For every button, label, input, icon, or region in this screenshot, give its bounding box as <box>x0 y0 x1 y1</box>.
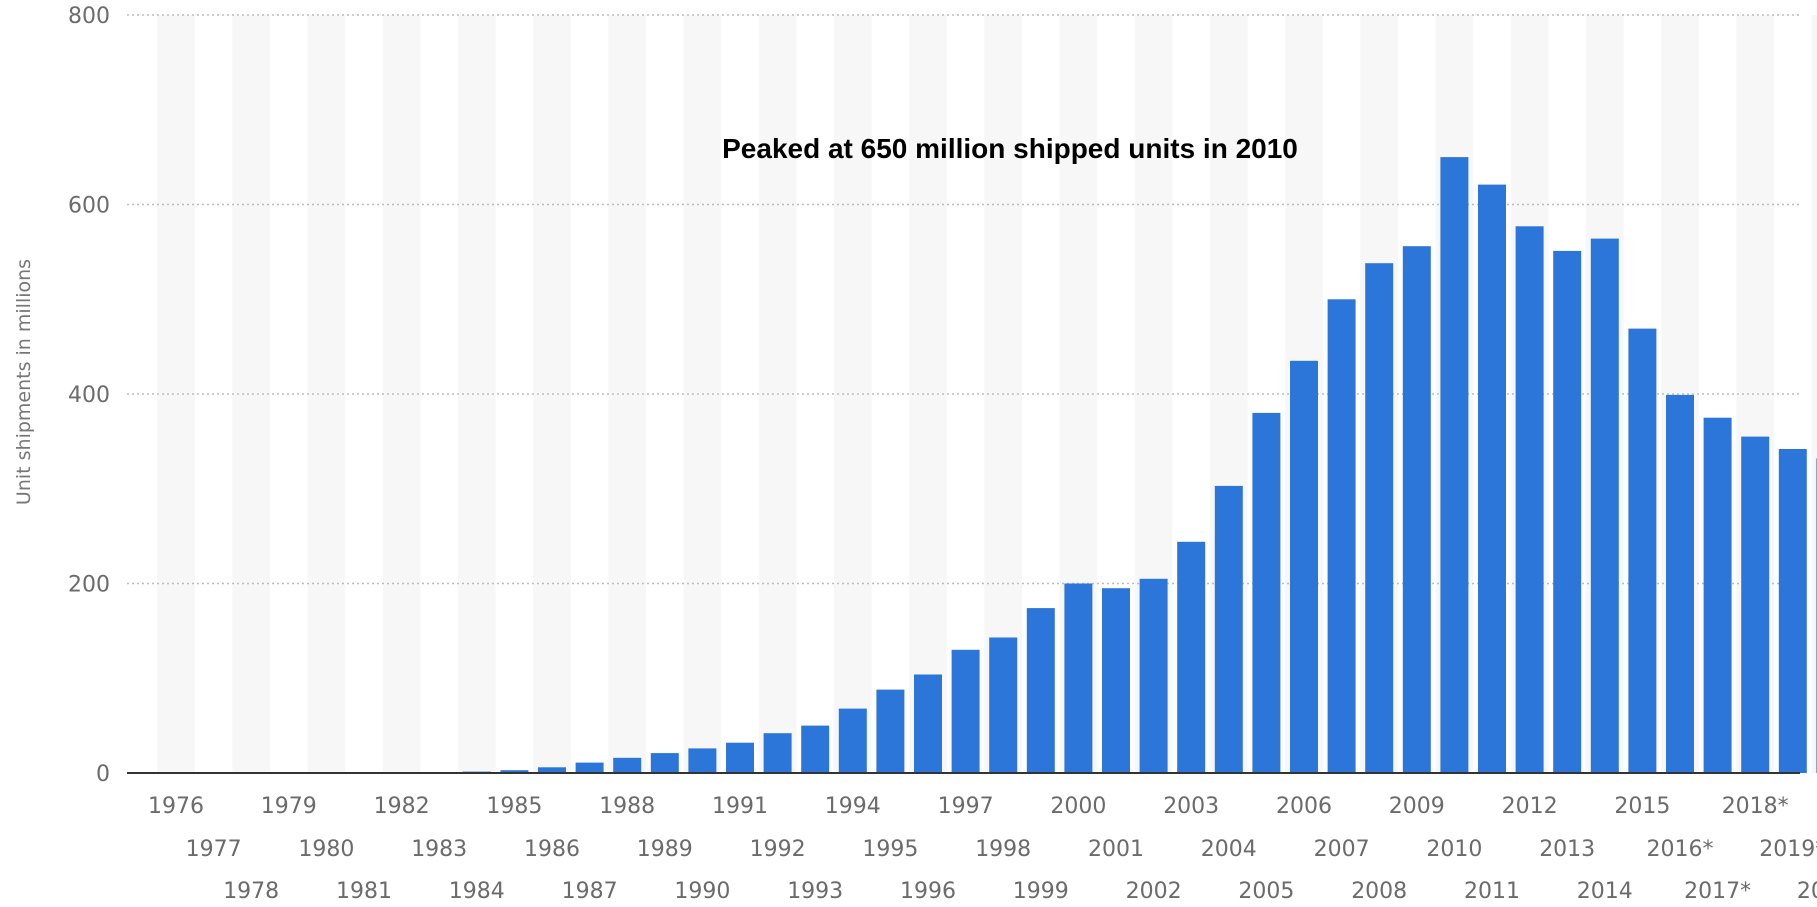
x-tick-label: 1979 <box>261 794 317 819</box>
x-tick-label: 2005 <box>1238 879 1294 904</box>
bar <box>500 770 529 773</box>
bar <box>1402 246 1431 773</box>
bar <box>1553 250 1582 773</box>
y-axis-ticks: 0 200 400 600 800 <box>68 4 110 787</box>
bar <box>838 708 867 773</box>
x-tick-label: 1998 <box>975 837 1031 862</box>
x-tick-label: 1999 <box>1013 879 1069 904</box>
x-tick-label: 2001 <box>1088 837 1144 862</box>
y-tick-label: 0 <box>96 762 110 787</box>
bar <box>876 689 905 773</box>
y-tick-label: 200 <box>68 573 110 598</box>
x-tick-label: 2002 <box>1126 879 1182 904</box>
bar <box>1590 238 1619 774</box>
x-tick-label: 2003 <box>1163 794 1219 819</box>
bar <box>1177 541 1206 773</box>
x-tick-label: 1994 <box>825 794 881 819</box>
x-tick-label: 1990 <box>674 879 730 904</box>
background-band <box>382 15 421 773</box>
x-tick-label: 2000 <box>1050 794 1106 819</box>
x-tick-label: 1993 <box>787 879 843 904</box>
bar <box>1102 588 1130 773</box>
x-tick-label: 1996 <box>900 879 956 904</box>
x-tick-label: 1976 <box>148 794 204 819</box>
x-tick-label: 1983 <box>411 837 467 862</box>
x-tick-label: 1989 <box>637 837 693 862</box>
bar <box>1703 417 1732 773</box>
x-axis-ticks: 1976 1977 1978 1979 1980 1981 1982 1983 1984 1985… <box>148 794 1817 904</box>
bar <box>1440 157 1469 774</box>
bar <box>1327 299 1356 774</box>
x-tick-label: 2011 <box>1464 879 1520 904</box>
bar <box>538 767 566 773</box>
bar <box>1666 394 1694 773</box>
bar <box>989 637 1018 773</box>
x-tick-label: 1995 <box>862 837 918 862</box>
peak-annotation: Peaked at 650 million shipped units in 2… <box>722 133 1298 164</box>
x-tick-label: 2008 <box>1351 879 1407 904</box>
bar <box>1628 328 1657 773</box>
x-tick-label: 2013 <box>1539 837 1595 862</box>
x-tick-label: 2014 <box>1577 879 1633 904</box>
x-tick-label: 2019* <box>1759 837 1817 862</box>
gridlines <box>127 14 1800 585</box>
bar <box>1064 583 1093 773</box>
x-tick-label: 1985 <box>486 794 542 819</box>
bar <box>1026 608 1055 773</box>
bars <box>312 157 1817 774</box>
bar <box>951 649 980 773</box>
x-tick-label: 1986 <box>524 837 580 862</box>
x-tick-label: 2020* <box>1797 879 1817 904</box>
x-tick-label: 1982 <box>374 794 430 819</box>
background-band <box>458 15 496 773</box>
y-tick-label: 800 <box>68 4 110 29</box>
bar <box>763 733 792 773</box>
x-tick-label: 2004 <box>1201 837 1257 862</box>
y-tick-label: 600 <box>68 194 110 219</box>
x-tick-label: 2012 <box>1502 794 1558 819</box>
x-tick-label: 1988 <box>599 794 655 819</box>
x-tick-label: 1977 <box>186 837 242 862</box>
x-tick-label: 2016* <box>1647 837 1714 862</box>
bar <box>1214 485 1243 773</box>
bar <box>575 762 604 773</box>
bar <box>1365 263 1394 773</box>
bar <box>1290 360 1318 773</box>
bar <box>688 748 717 773</box>
x-tick-label: 2017* <box>1684 879 1751 904</box>
x-tick-label: 2015 <box>1614 794 1670 819</box>
bar <box>1741 436 1770 773</box>
x-tick-label: 1997 <box>938 794 994 819</box>
y-axis-title: Unit shipments in millions <box>13 259 35 505</box>
x-tick-label: 2007 <box>1314 837 1370 862</box>
x-tick-label: 1981 <box>336 879 392 904</box>
bar <box>914 674 942 773</box>
bar <box>1139 578 1168 773</box>
bar <box>613 757 642 773</box>
bar <box>726 742 754 773</box>
x-tick-label: 1978 <box>223 879 279 904</box>
bar <box>1515 226 1544 774</box>
background-band <box>1811 15 1817 773</box>
x-tick-label: 1980 <box>298 837 354 862</box>
x-tick-label: 1984 <box>449 879 505 904</box>
x-tick-label: 1992 <box>750 837 806 862</box>
bar <box>1252 412 1281 773</box>
bar <box>1478 184 1506 774</box>
bar <box>801 725 830 773</box>
bar <box>650 753 679 773</box>
x-tick-label: 1987 <box>562 879 618 904</box>
x-tick-label: 1991 <box>712 794 768 819</box>
x-tick-label: 2018* <box>1722 794 1789 819</box>
x-tick-label: 2009 <box>1389 794 1445 819</box>
x-tick-label: 2006 <box>1276 794 1332 819</box>
bar <box>1778 449 1807 773</box>
x-tick-label: 2010 <box>1426 837 1482 862</box>
y-tick-label: 400 <box>68 383 110 408</box>
